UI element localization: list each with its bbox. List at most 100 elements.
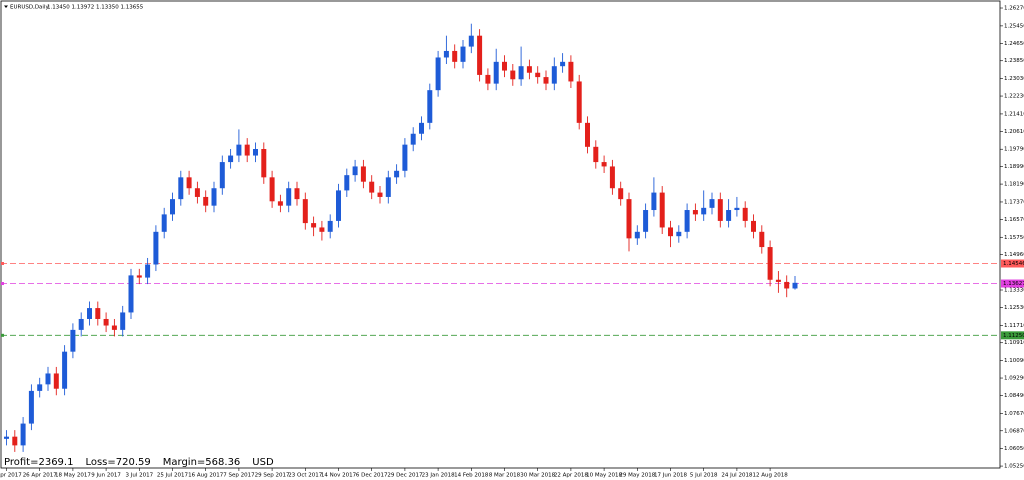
candle-body <box>20 423 26 446</box>
x-tick-label: 14 Nov 2017 <box>321 473 357 479</box>
y-tick-label: 1.15750 <box>1004 235 1024 241</box>
x-tick-label: 29 May 2018 <box>619 473 655 479</box>
y-tick-label: 1.06870 <box>1004 428 1024 434</box>
candle-body <box>136 275 142 278</box>
level-marker <box>1 282 4 286</box>
quote: 1.13450 1.13972 1.13350 1.13655 <box>47 5 144 11</box>
candle-body <box>12 436 18 446</box>
x-tick-label: 16 Aug 2017 <box>188 473 224 479</box>
candle-body <box>145 264 151 278</box>
level-tag <box>1001 279 1024 288</box>
x-tick-label: 8 Mar 2018 <box>489 473 521 479</box>
y-tick-label: 1.18190 <box>1004 182 1024 188</box>
x-tick-label: 6 Dec 2017 <box>356 473 388 479</box>
level-label: 1.13627 <box>1003 281 1024 287</box>
candle-body <box>311 223 317 228</box>
candle-body <box>87 308 92 319</box>
y-tick-label: 1.26270 <box>1004 6 1024 12</box>
x-tick-label: 24 Jul 2018 <box>721 473 753 479</box>
candle-body <box>211 188 217 206</box>
candle-body <box>443 50 449 58</box>
candle-body <box>526 66 532 73</box>
candle-body <box>111 325 117 330</box>
candle-body <box>236 144 242 156</box>
candle-body <box>477 35 483 75</box>
y-tick-label: 1.23030 <box>1004 76 1024 82</box>
candle-body <box>302 199 308 224</box>
candle-body <box>692 210 698 215</box>
level-label: 1.14546 <box>1003 261 1024 267</box>
candle-body <box>626 199 632 239</box>
candle-body <box>618 188 624 200</box>
candle-body <box>634 231 640 239</box>
candle-body <box>668 227 673 237</box>
y-tick-label: 1.14960 <box>1004 252 1024 258</box>
candle-body <box>410 133 416 145</box>
candle-body <box>161 214 167 232</box>
candle-body <box>286 188 292 206</box>
y-tick-label: 1.06050 <box>1004 446 1024 452</box>
candle-body <box>4 436 9 439</box>
y-tick-label: 1.24650 <box>1004 41 1024 47</box>
candle-body <box>468 35 474 47</box>
candle-body <box>576 81 582 123</box>
candle-body <box>485 74 491 84</box>
x-tick-label: 14 Feb 2018 <box>454 473 489 479</box>
candle-body <box>676 231 682 237</box>
y-tick-label: 1.17370 <box>1004 199 1024 205</box>
x-tick-label: 26 Apr 2017 <box>23 473 58 479</box>
candle-body <box>593 146 599 163</box>
x-tick-label: 22 Apr 2018 <box>554 473 589 479</box>
x-tick-label: 29 Sep 2017 <box>255 473 290 479</box>
footer-stat: Loss=720.59 <box>85 457 150 468</box>
y-tick-label: 1.22230 <box>1004 94 1024 100</box>
y-tick-label: 1.08490 <box>1004 393 1024 399</box>
candle-body <box>734 207 740 211</box>
candle-body <box>78 318 84 330</box>
candle-body <box>585 122 590 147</box>
y-tick-label: 1.05250 <box>1004 464 1024 470</box>
candle-body <box>543 77 549 84</box>
y-tick-label: 1.10090 <box>1004 358 1024 364</box>
candle-body <box>460 46 466 62</box>
x-tick-label: 29 Dec 2017 <box>387 473 423 479</box>
candle-body <box>28 390 34 424</box>
y-tick-label: 1.07670 <box>1004 411 1024 417</box>
candle-body <box>277 201 283 206</box>
candle-body <box>178 177 184 200</box>
candle-body <box>103 318 109 326</box>
candle-body <box>759 231 765 248</box>
x-tick-label: 3 Jul 2017 <box>125 473 153 479</box>
x-tick-label: 23 Oct 2017 <box>288 473 323 479</box>
candle-body <box>435 57 441 91</box>
x-tick-label: 12 Aug 2018 <box>752 473 788 479</box>
candle-body <box>170 199 175 215</box>
candle-body <box>377 192 383 197</box>
candle-body <box>775 279 781 282</box>
candle-body <box>336 190 341 221</box>
candle-body <box>659 192 665 228</box>
candle-body <box>120 312 126 330</box>
plot-frame <box>0 0 1001 469</box>
candle-body <box>219 162 225 189</box>
candle-body <box>510 70 516 80</box>
candle-body <box>535 72 541 78</box>
candle-body <box>792 282 798 289</box>
candle-body <box>726 210 732 221</box>
y-tick-label: 1.21410 <box>1004 111 1024 117</box>
candle-body <box>327 220 333 232</box>
candle-body <box>701 207 707 215</box>
candle-body <box>394 170 400 178</box>
candle-body <box>609 166 615 189</box>
y-tick-label: 1.19790 <box>1004 147 1024 153</box>
y-tick-label: 1.12530 <box>1004 305 1024 311</box>
candle-body <box>153 231 159 265</box>
x-tick-label: 30 Mar 2018 <box>520 473 555 479</box>
y-tick-label: 1.13330 <box>1004 287 1024 293</box>
candle-body <box>518 66 524 80</box>
x-tick-label: 10 May 2018 <box>586 473 622 479</box>
candle-body <box>643 210 649 232</box>
candle-body <box>203 196 209 206</box>
